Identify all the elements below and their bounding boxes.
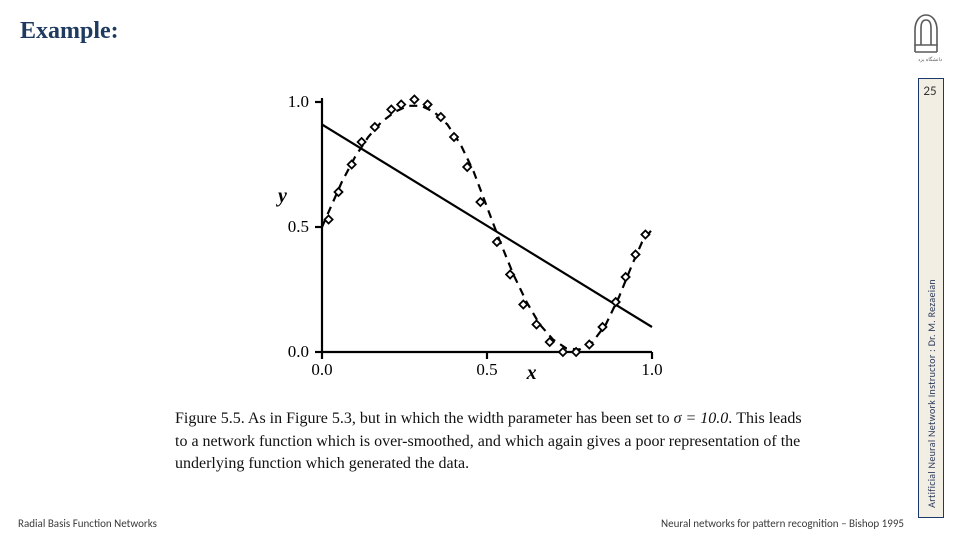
- page-number: 25: [920, 84, 940, 99]
- svg-text:0.5: 0.5: [476, 360, 497, 379]
- svg-text:y: y: [276, 185, 287, 207]
- svg-text:1.0: 1.0: [641, 360, 662, 379]
- svg-text:0.0: 0.0: [288, 342, 309, 361]
- slide-title: Example:: [20, 18, 119, 45]
- course-instructor-vertical: Artificial Neural Network Instructor : D…: [925, 279, 938, 508]
- svg-text:0.0: 0.0: [311, 360, 332, 379]
- figure-chart: 0.0 0.5 1.0 0.0 0.5 1.0 x y: [260, 88, 690, 393]
- svg-text:دانشگاه یزد: دانشگاه یزد: [918, 56, 942, 63]
- university-logo: دانشگاه یزد: [910, 12, 942, 69]
- svg-text:x: x: [526, 362, 537, 384]
- footer-left: Radial Basis Function Networks: [18, 517, 157, 530]
- slide: Example: دانشگاه یزد 25 Artificial Neura…: [0, 0, 960, 540]
- svg-text:0.5: 0.5: [288, 217, 309, 236]
- caption-sigma: σ = 10.0: [674, 410, 729, 427]
- caption-pre: Figure 5.5. As in Figure 5.3, but in whi…: [175, 410, 674, 427]
- footer-right: Neural networks for pattern recognition …: [661, 517, 904, 530]
- figure-caption: Figure 5.5. As in Figure 5.3, but in whi…: [175, 408, 815, 476]
- svg-text:1.0: 1.0: [288, 92, 309, 111]
